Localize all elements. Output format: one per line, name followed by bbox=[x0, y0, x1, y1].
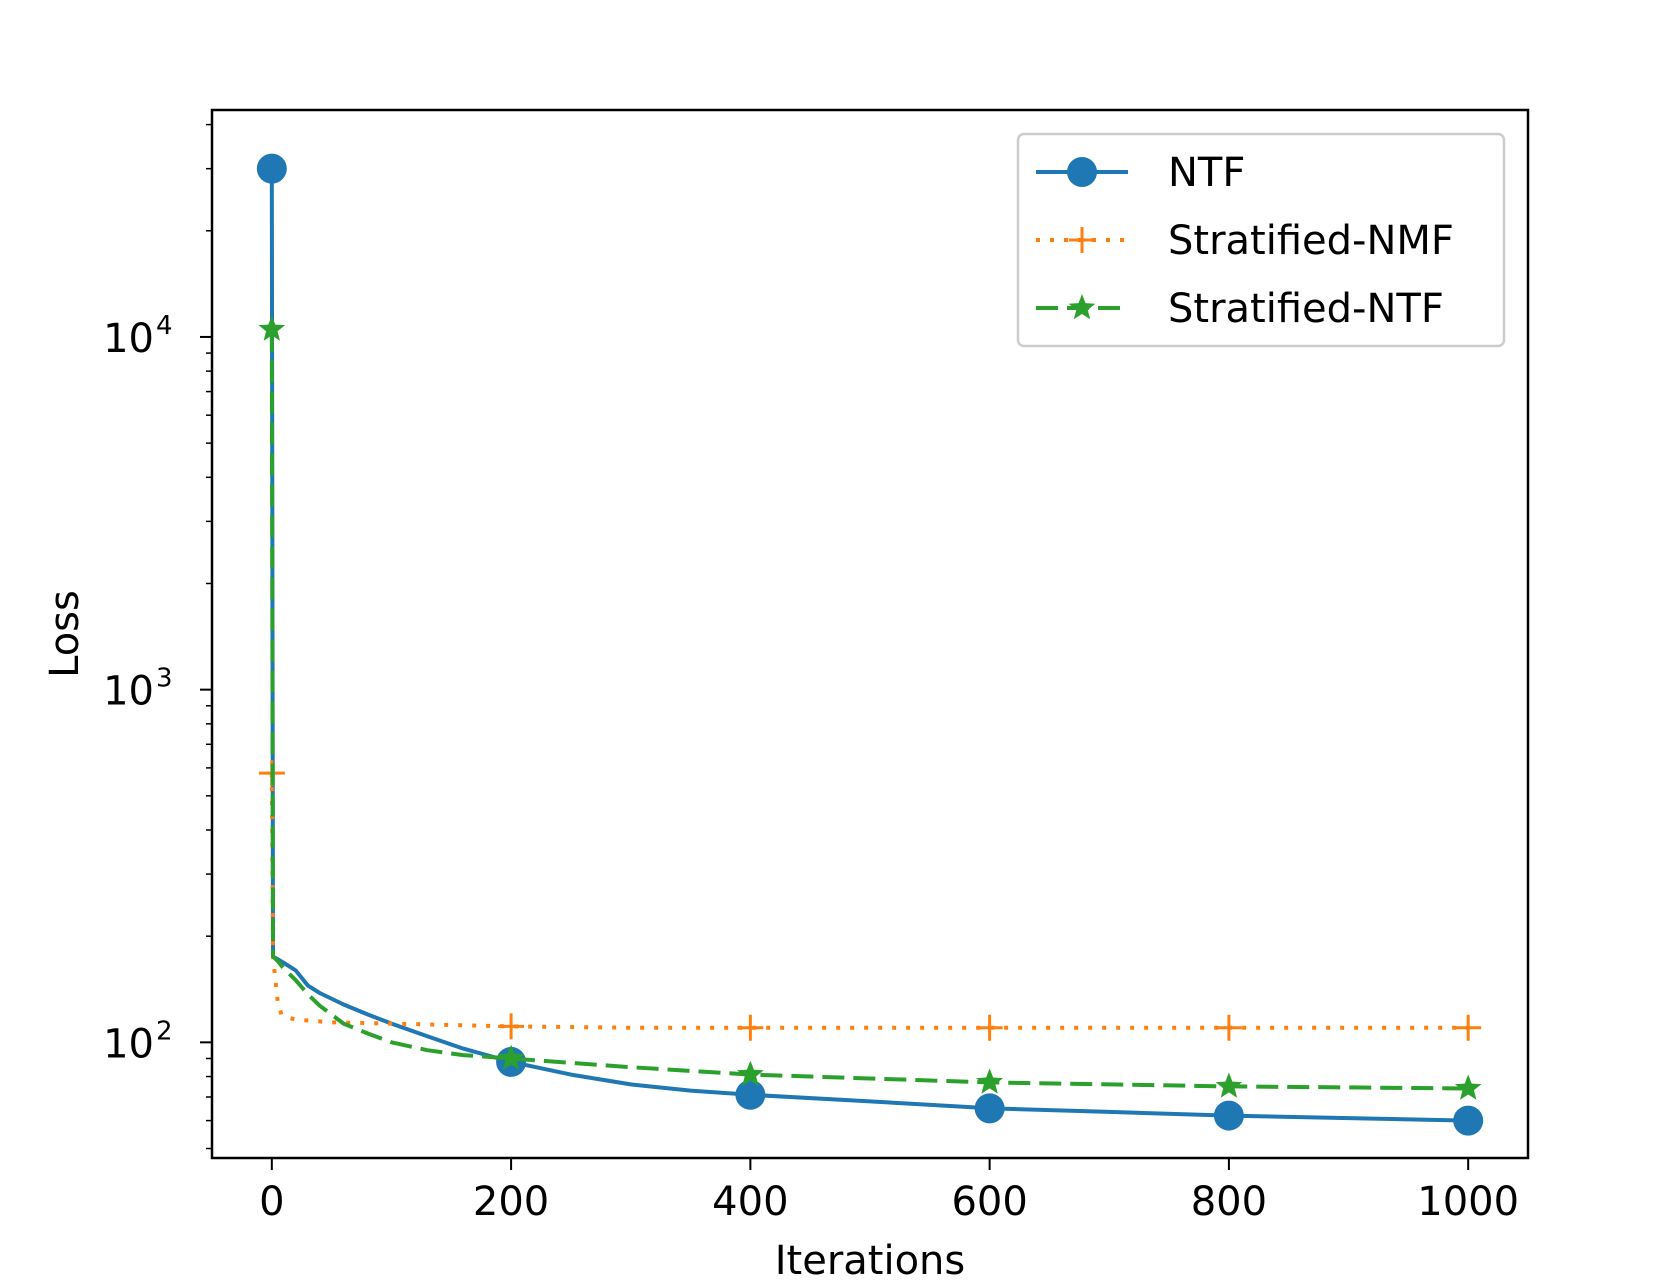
data-point-marker bbox=[1213, 1100, 1244, 1131]
y-tick-exponent: 2 bbox=[156, 1016, 173, 1046]
data-point-marker bbox=[737, 1060, 764, 1086]
series-stratified-ntf bbox=[258, 315, 1482, 1100]
data-point-marker bbox=[1215, 1072, 1243, 1098]
legend-label: Stratified-NTF bbox=[1168, 286, 1444, 332]
data-point-marker bbox=[498, 1013, 525, 1040]
data-point-marker bbox=[735, 1079, 766, 1110]
legend-label: Stratified-NMF bbox=[1168, 218, 1454, 264]
y-tick-label: 10 bbox=[103, 669, 154, 715]
y-tick-label: 10 bbox=[103, 1021, 154, 1067]
x-tick-label: 400 bbox=[712, 1179, 788, 1225]
data-point-marker bbox=[1455, 1014, 1482, 1041]
series-line bbox=[269, 329, 1469, 1091]
data-point-marker bbox=[256, 153, 287, 184]
data-point-marker bbox=[1454, 1074, 1482, 1100]
legend-box bbox=[1016, 132, 1506, 348]
x-tick-label: 1000 bbox=[1417, 1179, 1519, 1225]
data-point-marker bbox=[974, 1093, 1005, 1124]
data-point-marker bbox=[1215, 1014, 1242, 1041]
x-tick-label: 0 bbox=[259, 1179, 284, 1225]
x-axis-label: Iterations bbox=[775, 1238, 966, 1284]
data-point-marker bbox=[976, 1068, 1003, 1094]
legend-marker bbox=[1069, 227, 1095, 253]
series-layer bbox=[256, 153, 1484, 1136]
y-axis-label: Loss bbox=[42, 590, 88, 678]
legend-marker bbox=[1067, 157, 1097, 187]
y-tick-label: 10 bbox=[103, 316, 154, 362]
legend-label: NTF bbox=[1168, 150, 1245, 196]
series-stratified-nmf bbox=[258, 760, 1482, 1041]
data-point-marker bbox=[258, 315, 286, 341]
x-tick-label: 600 bbox=[951, 1179, 1027, 1225]
plot-frame bbox=[210, 108, 1530, 1160]
data-point-marker bbox=[976, 1014, 1003, 1041]
x-axis-ticks: 0 200 400 600 800 1000 bbox=[259, 1158, 1519, 1225]
x-tick-label: 800 bbox=[1191, 1179, 1267, 1225]
y-tick-exponent: 3 bbox=[156, 664, 173, 694]
y-tick-exponent: 4 bbox=[156, 311, 173, 341]
legend: NTF Stratified-NMF Stratified-NTF bbox=[1016, 132, 1506, 348]
data-point-marker bbox=[1453, 1105, 1484, 1136]
series-line bbox=[269, 773, 1469, 1030]
x-tick-label: 200 bbox=[473, 1179, 549, 1225]
legend-marker bbox=[1068, 294, 1096, 320]
data-point-marker bbox=[497, 1044, 525, 1070]
data-point-marker bbox=[737, 1014, 764, 1041]
series-line bbox=[269, 168, 1469, 1123]
series-ntf bbox=[256, 153, 1484, 1136]
